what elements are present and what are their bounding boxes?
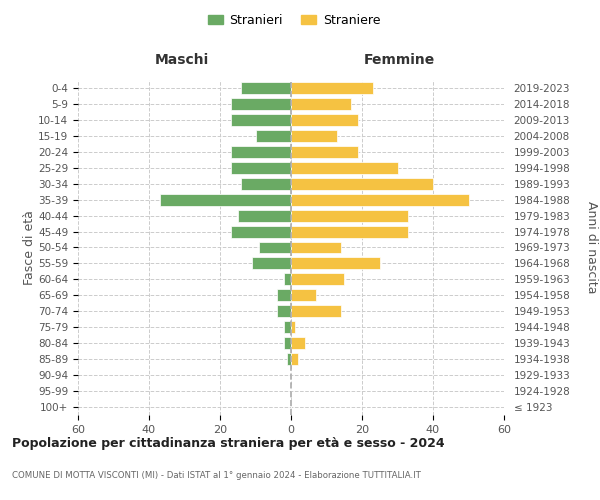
Legend: Stranieri, Straniere: Stranieri, Straniere: [203, 8, 385, 32]
Bar: [291, 226, 408, 237]
Bar: [230, 226, 291, 237]
Text: COMUNE DI MOTTA VISCONTI (MI) - Dati ISTAT al 1° gennaio 2024 - Elaborazione TUT: COMUNE DI MOTTA VISCONTI (MI) - Dati IST…: [12, 471, 421, 480]
Bar: [277, 306, 291, 318]
Bar: [256, 130, 291, 142]
Bar: [291, 210, 408, 222]
Text: Popolazione per cittadinanza straniera per età e sesso - 2024: Popolazione per cittadinanza straniera p…: [12, 438, 445, 450]
Bar: [284, 322, 291, 333]
Bar: [284, 274, 291, 285]
Bar: [291, 306, 341, 318]
Bar: [291, 98, 352, 110]
Bar: [230, 114, 291, 126]
Bar: [291, 194, 469, 205]
Bar: [241, 82, 291, 94]
Bar: [287, 353, 291, 365]
Bar: [291, 162, 398, 173]
Bar: [252, 258, 291, 270]
Bar: [238, 210, 291, 222]
Bar: [284, 337, 291, 349]
Bar: [291, 337, 305, 349]
Bar: [230, 162, 291, 173]
Bar: [160, 194, 291, 205]
Text: Anni di nascita: Anni di nascita: [584, 201, 598, 294]
Bar: [291, 353, 298, 365]
Bar: [291, 178, 433, 190]
Bar: [291, 258, 380, 270]
Bar: [291, 290, 316, 302]
Bar: [291, 242, 341, 254]
Bar: [291, 274, 344, 285]
Bar: [277, 290, 291, 302]
Text: Femmine: Femmine: [364, 52, 435, 66]
Bar: [230, 146, 291, 158]
Bar: [291, 322, 295, 333]
Bar: [291, 82, 373, 94]
Bar: [291, 114, 358, 126]
Bar: [259, 242, 291, 254]
Bar: [230, 98, 291, 110]
Bar: [291, 146, 358, 158]
Text: Fasce di età: Fasce di età: [23, 210, 35, 285]
Bar: [291, 130, 337, 142]
Bar: [241, 178, 291, 190]
Text: Maschi: Maschi: [155, 52, 209, 66]
